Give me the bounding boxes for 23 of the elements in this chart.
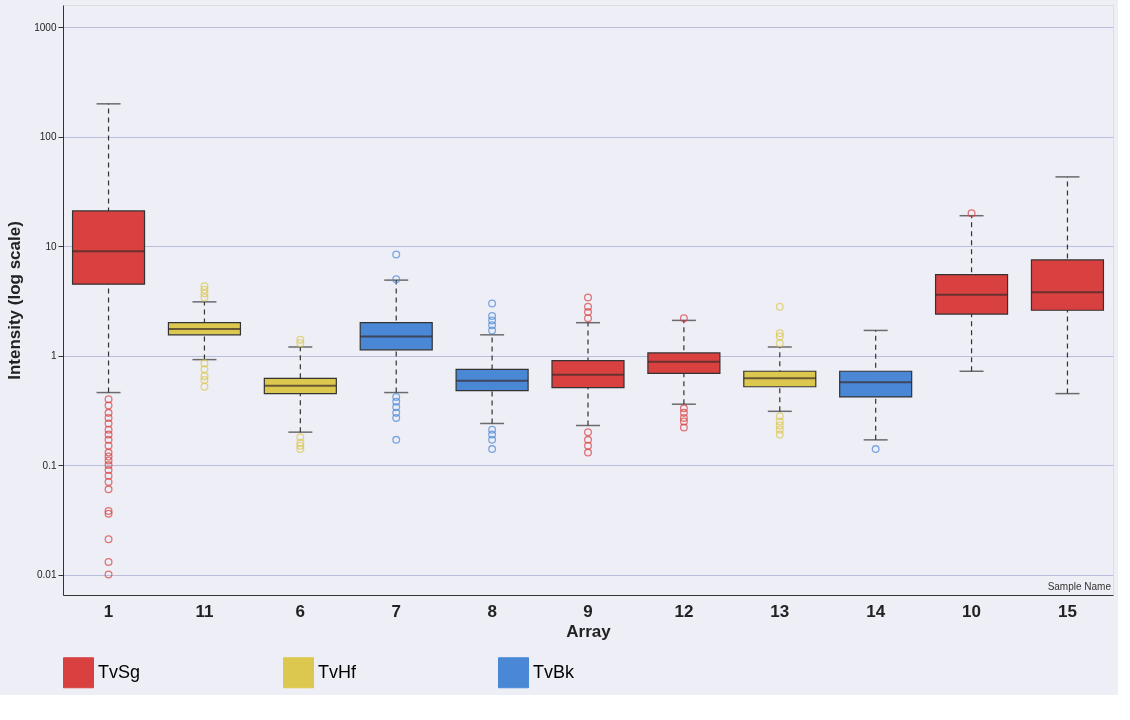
y-axis-title: Intensity (log scale) — [5, 221, 25, 380]
legend-label: TvHf — [318, 661, 357, 682]
x-tick-label: 12 — [674, 601, 694, 621]
x-tick-label: 13 — [770, 601, 790, 621]
x-tick-label: 1 — [103, 601, 114, 621]
y-tick-label: 1000 — [34, 21, 57, 33]
legend-label: TvBk — [533, 661, 575, 682]
y-tick-label: 100 — [39, 131, 57, 143]
x-tick-label: 8 — [487, 601, 497, 621]
x-tick-label: 6 — [295, 601, 306, 621]
x-axis-title: Array — [566, 621, 612, 641]
annotation: Sample Name — [1047, 581, 1112, 592]
x-tick-label: 11 — [195, 601, 214, 621]
y-tick-label: 10 — [45, 240, 57, 252]
x-tick-label: 14 — [866, 601, 886, 621]
y-tick-label: 0.01 — [37, 569, 57, 581]
x-tick-label: 9 — [583, 601, 593, 621]
y-tick-label: 1 — [50, 350, 57, 362]
legend-label: TvSg — [98, 661, 141, 682]
x-tick-label: 15 — [1057, 601, 1077, 621]
x-tick-label: 7 — [391, 601, 401, 621]
x-tick-label: 10 — [962, 601, 982, 621]
y-tick-label: 0.1 — [42, 459, 57, 471]
